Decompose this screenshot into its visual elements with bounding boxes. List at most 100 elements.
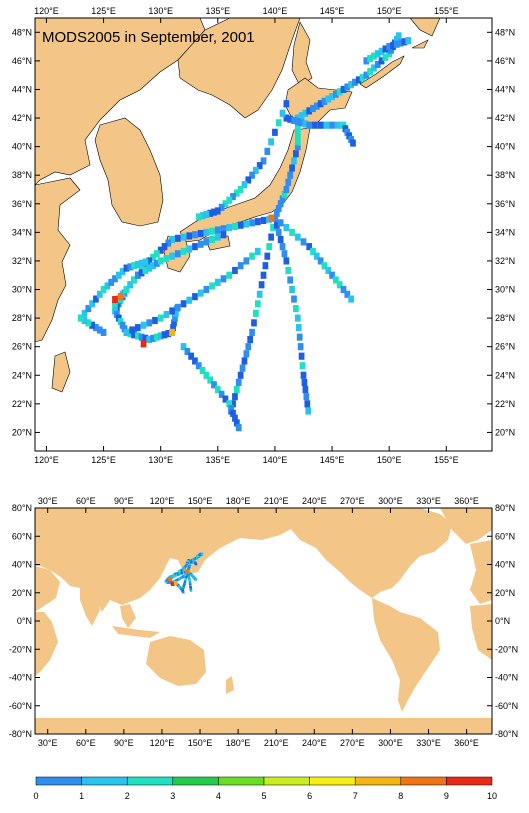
data-cell	[203, 371, 210, 379]
data-cell	[174, 250, 181, 258]
data-cell-high	[169, 328, 175, 336]
data-cell	[195, 213, 202, 221]
data-cell	[232, 266, 238, 275]
data-cell	[321, 97, 328, 105]
regional-lat-label-right: 44°N	[495, 84, 515, 94]
data-cell	[268, 138, 274, 146]
data-cell	[270, 224, 276, 232]
data-cell	[294, 143, 301, 151]
global-lon-label-top: 30°E	[38, 496, 58, 506]
global-lon-label-bottom: 300°E	[378, 738, 403, 748]
data-cell	[291, 116, 297, 124]
data-cell	[310, 247, 316, 255]
colorbar-label: 6	[307, 791, 312, 801]
data-cell	[228, 405, 234, 413]
data-cell	[352, 78, 358, 86]
data-cell	[296, 333, 303, 341]
data-cell	[266, 243, 273, 251]
data-cell	[302, 120, 309, 128]
global-data-cell-high	[173, 580, 178, 585]
data-cell	[277, 219, 284, 227]
data-cell	[249, 219, 255, 227]
data-cell	[115, 300, 122, 308]
global-data-cell-high	[184, 569, 189, 574]
data-cell	[336, 281, 343, 289]
regional-lon-label-top: 130°E	[148, 6, 173, 16]
global-data-cell	[184, 573, 187, 577]
data-cell	[275, 204, 282, 213]
data-cell	[165, 239, 172, 247]
data-cell	[214, 233, 221, 241]
regional-lon-label-bottom: 155°E	[434, 455, 459, 465]
regional-lat-label-right: 40°N	[495, 142, 515, 152]
data-cell	[131, 276, 137, 284]
data-cell	[401, 38, 408, 46]
regional-lon-label-top: 125°E	[91, 6, 116, 16]
data-cell	[348, 81, 354, 89]
data-cell	[260, 216, 267, 225]
data-cell	[283, 257, 290, 265]
regional-lat-label-left: 24°N	[12, 370, 32, 380]
data-cell	[300, 238, 307, 246]
data-cell	[279, 195, 286, 203]
data-cell	[317, 121, 324, 129]
data-cell	[134, 260, 141, 269]
regional-lat-label-right: 20°N	[495, 427, 515, 437]
global-lon-label-bottom: 120°E	[150, 738, 175, 748]
data-cell	[93, 295, 99, 303]
data-cell	[367, 68, 373, 76]
regional-lat-label-left: 28°N	[12, 313, 32, 323]
data-cell	[329, 93, 335, 101]
data-cell	[138, 269, 145, 277]
data-cell	[313, 252, 320, 260]
data-cell	[134, 324, 141, 332]
data-cell	[245, 176, 252, 184]
regional-lat-label-right: 32°N	[495, 256, 515, 266]
regional-map: 120°E 120°E 125°E 125°E 130°E 130°E 135°E 135°E…	[12, 6, 515, 465]
global-lat-label-right: 0°N	[495, 616, 510, 626]
global-lon-label-bottom: 210°E	[264, 738, 289, 748]
colorbar-label: 5	[261, 791, 266, 801]
data-cell	[108, 278, 115, 286]
data-cell	[285, 178, 292, 186]
data-cell	[258, 281, 265, 289]
data-cell	[77, 314, 84, 322]
global-lon-label-top: 60°E	[76, 496, 96, 506]
regional-lat-label-left: 26°N	[12, 342, 32, 352]
data-cell	[123, 328, 130, 336]
data-cell	[350, 139, 356, 147]
data-cell	[340, 85, 347, 94]
colorbar-segment	[400, 776, 447, 786]
regional-lat-label-right: 34°N	[495, 227, 515, 237]
data-cell	[226, 400, 233, 408]
regional-lon-label-top: 135°E	[205, 6, 230, 16]
data-cell	[256, 162, 263, 170]
data-cell	[340, 285, 347, 294]
data-cell	[382, 53, 389, 61]
colorbar-label: 8	[398, 791, 403, 801]
data-cell	[264, 252, 271, 260]
data-cell	[165, 330, 172, 338]
global-data-cells	[164, 552, 204, 594]
data-cell	[214, 226, 221, 234]
data-cell	[299, 362, 306, 370]
data-cell	[157, 314, 164, 322]
data-cell	[127, 281, 134, 289]
regional-lat-label-left: 42°N	[12, 113, 32, 123]
colorbar: 0 1 2 3 4 5 6 7 8 9 10	[33, 776, 497, 801]
data-cell	[254, 300, 261, 308]
data-cell	[287, 276, 294, 284]
data-cell	[333, 90, 339, 98]
data-cell	[186, 296, 193, 304]
regional-lat-label-right: 24°N	[495, 370, 515, 380]
data-cell	[233, 189, 240, 197]
data-cell	[142, 258, 149, 266]
data-cell	[199, 212, 206, 220]
global-land	[35, 508, 492, 734]
data-cell	[243, 350, 250, 358]
data-cell	[117, 318, 124, 326]
global-lat-label-left: 60°N	[12, 531, 32, 541]
data-cell	[346, 132, 353, 140]
data-cell	[207, 209, 214, 217]
global-lon-label-bottom: 330°E	[416, 738, 441, 748]
